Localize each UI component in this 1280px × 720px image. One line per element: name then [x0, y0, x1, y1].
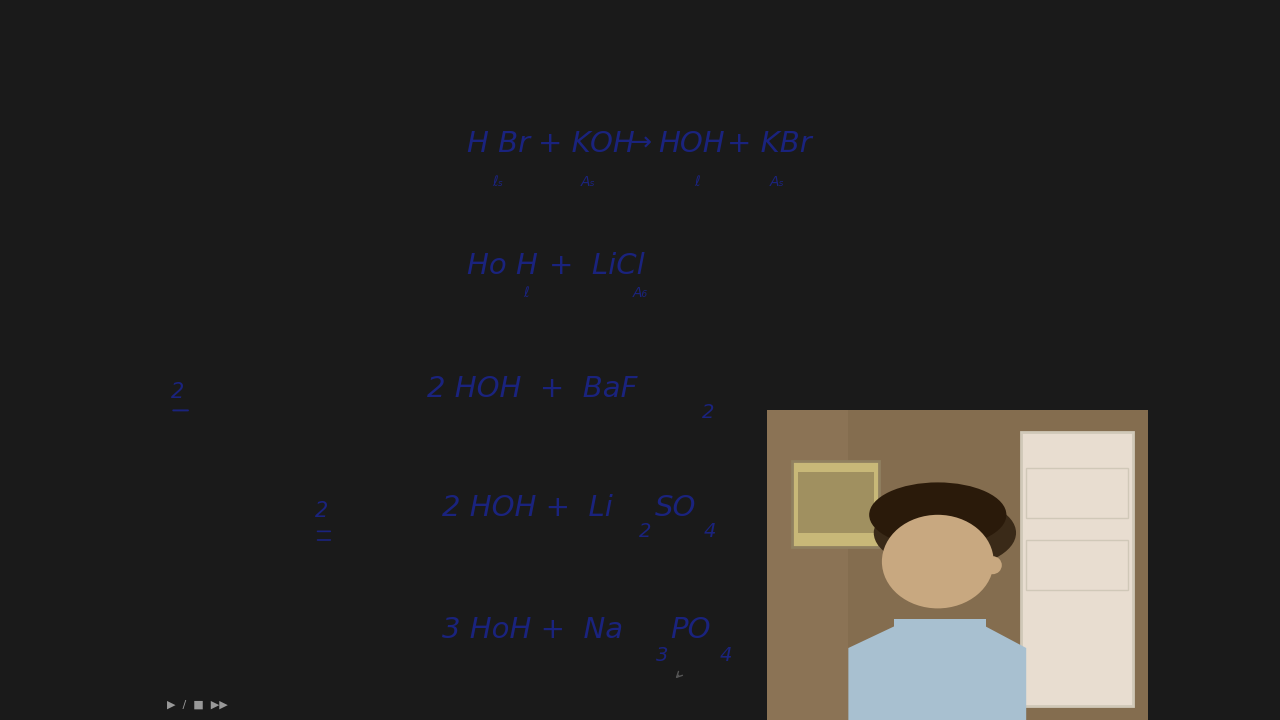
Text: Ho H: Ho H: [467, 253, 538, 280]
Text: 2: 2: [230, 524, 238, 534]
Text: 3 HoH +  Na: 3 HoH + Na: [442, 616, 623, 644]
Ellipse shape: [869, 482, 1006, 547]
Text: H: H: [209, 502, 223, 521]
Text: 2: 2: [315, 501, 328, 521]
Bar: [1021, 432, 1133, 706]
Text: H: H: [188, 624, 202, 643]
Text: 4: 4: [283, 524, 289, 534]
Ellipse shape: [874, 497, 1016, 569]
Text: HBr: HBr: [209, 138, 244, 157]
Text: 3NaOH: 3NaOH: [292, 624, 360, 643]
Text: →: →: [332, 260, 349, 280]
Text: 3: 3: [209, 647, 216, 657]
Text: +: +: [293, 502, 316, 521]
Text: ℓₛ: ℓₛ: [493, 175, 503, 189]
Text: A₆: A₆: [632, 286, 648, 300]
Text: 2 HOH +  Li: 2 HOH + Li: [442, 494, 613, 521]
Text: ℓ: ℓ: [694, 175, 700, 189]
Text: HF + Ba(OH): HF + Ba(OH): [193, 383, 324, 402]
Bar: [767, 410, 1148, 720]
Text: 3: 3: [657, 646, 668, 665]
Text: 2) Write and balance the neutralization reactions for the: 2) Write and balance the neutralization …: [223, 54, 831, 74]
Text: PO: PO: [671, 616, 710, 644]
Text: +: +: [264, 138, 287, 157]
Text: SO: SO: [655, 494, 696, 521]
Text: Aₛ: Aₛ: [771, 175, 785, 189]
Text: 4: 4: [719, 646, 732, 665]
Text: following: following: [248, 83, 346, 103]
Ellipse shape: [882, 515, 993, 608]
Text: 2: 2: [332, 405, 338, 415]
Polygon shape: [849, 626, 1027, 720]
Text: SO: SO: [242, 502, 269, 521]
Text: →: →: [630, 131, 652, 157]
Text: ℓ: ℓ: [524, 286, 529, 300]
Text: HOH: HOH: [658, 130, 724, 158]
Text: LiOH: LiOH: [335, 502, 381, 521]
Text: 2: 2: [170, 382, 184, 402]
Text: + KOH: + KOH: [539, 130, 635, 158]
Bar: [1027, 540, 1128, 590]
Text: Aₛ: Aₛ: [581, 175, 595, 189]
Bar: [849, 410, 1148, 720]
Bar: [797, 472, 874, 533]
Text: PO: PO: [220, 624, 247, 643]
Bar: [1027, 468, 1128, 518]
Bar: [895, 619, 986, 706]
Bar: [792, 461, 879, 547]
Text: ▶  /  ■  ▶▶: ▶ / ■ ▶▶: [168, 699, 228, 709]
Text: →: →: [346, 382, 362, 402]
Text: 4: 4: [259, 647, 266, 657]
Text: H Br: H Br: [467, 130, 530, 158]
Text: →: →: [390, 501, 408, 521]
Text: 2: 2: [701, 403, 714, 422]
Text: →: →: [381, 624, 398, 644]
Text: 4: 4: [704, 522, 717, 541]
Text: →: →: [352, 138, 369, 158]
Ellipse shape: [983, 556, 1002, 575]
Text: HCl + LiOH: HCl + LiOH: [209, 261, 317, 279]
Text: 2: 2: [639, 522, 652, 541]
Text: +  LiCl: + LiCl: [549, 253, 644, 280]
Text: + KBr: + KBr: [727, 130, 812, 158]
Text: +: +: [270, 624, 293, 643]
Text: 2 HOH  +  BaF: 2 HOH + BaF: [426, 375, 637, 402]
Text: KOH: KOH: [287, 138, 328, 157]
